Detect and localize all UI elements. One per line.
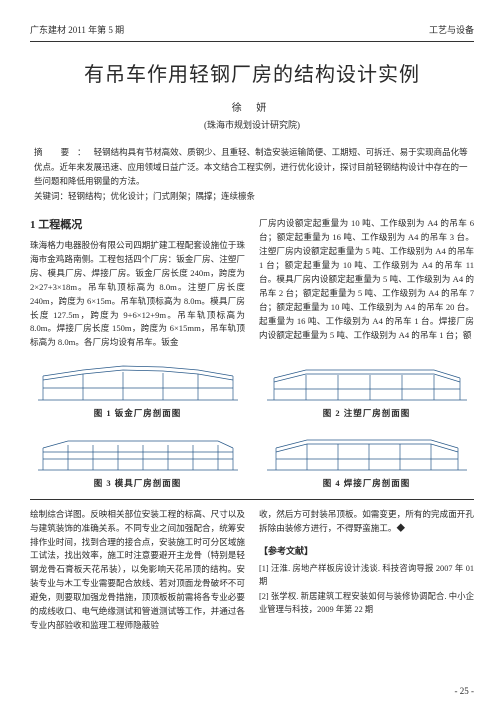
section-1-head: 1 工程概况 [30, 217, 245, 235]
header-left: 广东建材 2011 年第 5 期 [30, 24, 124, 38]
fig3-svg [33, 428, 243, 474]
figure-3: 图 3 模具厂房剖面图 [30, 428, 245, 490]
abstract: 摘 要：轻钢结构具有节材高效、质钢少、且重轻、制造安装运输简便、工期短、可拆迁、… [34, 145, 470, 188]
fig2-svg [262, 358, 472, 404]
figures-row-2: 图 3 模具厂房剖面图 图 4 焊接厂房剖面图 [30, 428, 474, 490]
page-number: - 25 - [455, 685, 475, 699]
abstract-text: 轻钢结构具有节材高效、质钢少、且重轻、制造安装运输简便、工期短、可拆迁、易于实现… [34, 147, 468, 186]
bottom-right-text: 收，然后方可封装吊顶板。如需变更，所有的完成面开孔拆除由装修方进行，不得野蛮施工… [259, 508, 474, 536]
header-right: 工艺与设备 [429, 24, 474, 38]
col-left: 1 工程概况 珠海格力电器股份有限公司四期扩建工程配套设施位于珠海市金鸡路南侧。… [30, 217, 245, 350]
fig4-svg [262, 428, 472, 474]
section-1-left: 珠海格力电器股份有限公司四期扩建工程配套设施位于珠海市金鸡路南侧。工程包括四个厂… [30, 239, 245, 350]
figure-2: 图 2 注塑厂房剖面图 [259, 358, 474, 420]
references: [1] 汪淮. 房地产样板房设计浅谈. 科技咨询导报 2007 年 01 期 [… [259, 562, 474, 616]
fig3-caption: 图 3 模具厂房剖面图 [30, 477, 245, 490]
author: 徐 妍 [30, 101, 474, 117]
bottom-left: 绘制综合详图。反映相关部位安装工程的标高、尺寸以及与建筑装饰的准确关系。不同专业… [30, 508, 245, 633]
bottom-columns: 绘制综合详图。反映相关部位安装工程的标高、尺寸以及与建筑装饰的准确关系。不同专业… [30, 508, 474, 633]
paper-title: 有吊车作用轻钢厂房的结构设计实例 [30, 60, 474, 91]
figures-row-1: 图 1 钣金厂房剖面图 图 2 注塑厂房剖面图 [30, 358, 474, 420]
references-head: 【参考文献】 [259, 544, 474, 559]
fig2-caption: 图 2 注塑厂房剖面图 [259, 407, 474, 420]
ref-item: [2] 张学权. 新居建筑工程安装如何与装修协调配合. 中小企业管理与科技，20… [259, 590, 474, 617]
section-1-columns: 1 工程概况 珠海格力电器股份有限公司四期扩建工程配套设施位于珠海市金鸡路南侧。… [30, 217, 474, 350]
keywords-text: 轻钢结构；优化设计；门式刚架；隅撑；连续檩条 [68, 191, 255, 201]
divider [30, 499, 474, 500]
abstract-block: 摘 要：轻钢结构具有节材高效、质钢少、且重轻、制造安装运输简便、工期短、可拆迁、… [30, 145, 474, 203]
keywords-label: 关键词： [34, 191, 68, 201]
fig1-caption: 图 1 钣金厂房剖面图 [30, 407, 245, 420]
figure-4: 图 4 焊接厂房剖面图 [259, 428, 474, 490]
abstract-label: 摘 要： [34, 147, 94, 157]
page-header: 广东建材 2011 年第 5 期 工艺与设备 [30, 24, 474, 42]
fig4-caption: 图 4 焊接厂房剖面图 [259, 477, 474, 490]
section-1-right: 厂房内设额定起重量为 10 吨、工作级别为 A4 的吊车 6 台；额定起重量为 … [259, 217, 474, 342]
ref-item: [1] 汪淮. 房地产样板房设计浅谈. 科技咨询导报 2007 年 01 期 [259, 562, 474, 589]
fig1-svg [33, 358, 243, 404]
col-right: 厂房内设额定起重量为 10 吨、工作级别为 A4 的吊车 6 台；额定起重量为 … [259, 217, 474, 350]
affiliation: (珠海市规划设计研究院) [30, 119, 474, 133]
keywords: 关键词：轻钢结构；优化设计；门式刚架；隅撑；连续檩条 [34, 189, 470, 203]
bottom-right: 收，然后方可封装吊顶板。如需变更，所有的完成面开孔拆除由装修方进行，不得野蛮施工… [259, 508, 474, 633]
figure-1: 图 1 钣金厂房剖面图 [30, 358, 245, 420]
